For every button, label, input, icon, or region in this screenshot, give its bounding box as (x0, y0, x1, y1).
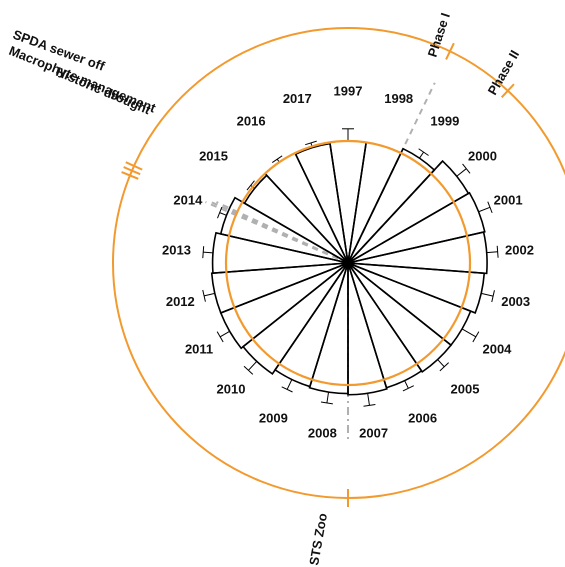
bar-2015 (243, 174, 349, 264)
year-label-2012: 2012 (166, 294, 195, 309)
error-cap-2006 (402, 385, 414, 392)
bar-2001 (347, 191, 486, 264)
error-cap-2012 (202, 289, 206, 302)
year-label-2006: 2006 (408, 410, 437, 425)
error-cap-2004 (472, 331, 480, 343)
error-cap-2002 (496, 245, 499, 258)
error-bar-2014 (219, 212, 227, 216)
error-bar-2004 (461, 328, 477, 338)
reference-circle-layer (224, 139, 472, 387)
bar-2010 (241, 262, 349, 375)
error-cap-2016 (271, 155, 283, 163)
reference-circle (224, 139, 472, 387)
event-tick-2-2 (125, 161, 143, 171)
bar-2002 (347, 231, 488, 275)
error-bar-1999 (419, 151, 425, 159)
event-label-1: Phase II (485, 47, 523, 97)
error-bar-2012 (203, 292, 215, 297)
error-cap-2013 (202, 246, 205, 259)
event-tick-2-1 (123, 166, 141, 176)
error-bar-2001 (478, 206, 491, 213)
outer-ring-layer (112, 27, 565, 507)
year-label-1997: 1997 (334, 84, 363, 99)
error-bar-2010 (248, 361, 258, 371)
year-label-2000: 2000 (468, 148, 497, 163)
year-labels-layer: 1997 1998 1999 2000 2001 2002 2003 2004 2005 2006… (162, 84, 534, 441)
year-label-2009: 2009 (259, 410, 288, 425)
error-bar-2006 (404, 380, 409, 389)
error-bars-layer (202, 128, 499, 407)
error-cap-2011 (216, 331, 224, 343)
bar-2012 (210, 262, 349, 314)
year-label-2004: 2004 (482, 342, 512, 357)
bars-layer (210, 140, 488, 396)
error-cap-2000 (462, 163, 471, 174)
bar-2004 (347, 262, 472, 347)
event-tick-2-0 (121, 171, 139, 180)
bar-2007 (347, 262, 388, 396)
error-bar-2008 (326, 392, 330, 404)
year-label-2003: 2003 (501, 294, 530, 309)
year-label-1998: 1998 (384, 91, 413, 106)
error-bar-2009 (286, 379, 293, 390)
error-cap-2017 (305, 140, 317, 146)
year-label-2007: 2007 (359, 426, 388, 441)
bar-1997 (328, 140, 368, 264)
bar-2013 (211, 231, 349, 274)
year-label-2002: 2002 (505, 243, 534, 258)
year-label-2010: 2010 (217, 382, 246, 397)
error-cap-2009 (281, 386, 293, 393)
bar-2005 (347, 262, 453, 373)
bar-2003 (347, 262, 486, 314)
year-label-2013: 2013 (162, 243, 191, 258)
error-cap-2001 (487, 201, 493, 214)
error-cap-2007 (363, 403, 376, 407)
error-bar-2011 (219, 330, 230, 338)
year-label-2014: 2014 (173, 193, 203, 208)
bar-2000 (347, 159, 470, 264)
error-cap-2008 (320, 401, 333, 405)
error-cap-2015 (246, 180, 255, 191)
event-tick-0-0 (445, 42, 455, 60)
error-bar-2000 (456, 168, 467, 177)
error-bar-2005 (437, 359, 445, 368)
bar-2008 (308, 262, 349, 395)
event-label-5: STS Zoo (306, 512, 330, 567)
year-label-2015: 2015 (199, 148, 228, 163)
event-label-4: Historic drought (54, 64, 154, 118)
error-cap-2005 (439, 362, 449, 372)
error-bar-2002 (486, 251, 498, 254)
error-cap-2003 (491, 290, 495, 303)
year-label-1999: 1999 (430, 113, 459, 128)
year-label-2001: 2001 (494, 193, 523, 208)
bar-2014 (219, 196, 349, 264)
year-label-2008: 2008 (308, 426, 337, 441)
error-cap-1999 (418, 148, 429, 156)
year-label-2017: 2017 (283, 91, 312, 106)
bar-2017 (294, 142, 349, 264)
error-bar-2003 (481, 292, 494, 297)
event-line-4 (216, 201, 349, 264)
event-tick-1-0 (500, 83, 515, 99)
year-label-2005: 2005 (451, 382, 480, 397)
year-label-2011: 2011 (185, 342, 213, 357)
year-label-2016: 2016 (237, 113, 266, 128)
error-bar-2013 (203, 251, 213, 254)
error-cap-2014 (217, 206, 223, 219)
error-bar-2007 (367, 393, 370, 406)
error-cap-2010 (243, 365, 254, 375)
